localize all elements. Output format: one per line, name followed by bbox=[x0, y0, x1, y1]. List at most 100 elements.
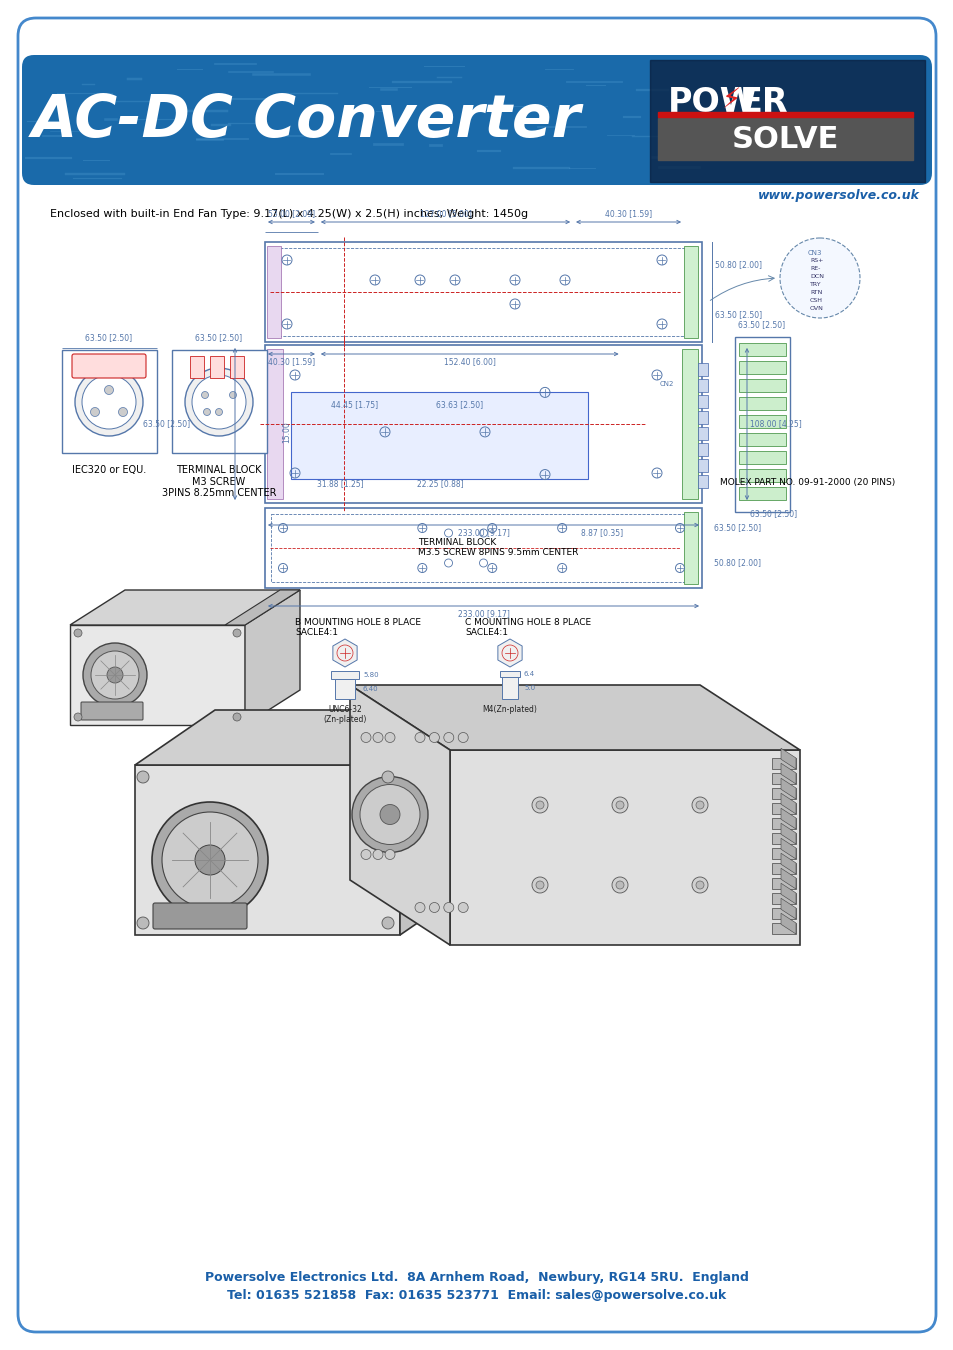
Bar bbox=[739, 360, 785, 374]
Bar bbox=[335, 679, 355, 699]
Circle shape bbox=[780, 238, 859, 319]
Text: 63.63 [2.50]: 63.63 [2.50] bbox=[436, 401, 483, 409]
Text: ⚡: ⚡ bbox=[721, 86, 740, 113]
Bar bbox=[230, 356, 244, 378]
Circle shape bbox=[215, 409, 222, 416]
Text: C MOUNTING HOLE 8 PLACE
SACLE4:1: C MOUNTING HOLE 8 PLACE SACLE4:1 bbox=[464, 618, 591, 637]
Text: 40.30 [1.59]: 40.30 [1.59] bbox=[604, 209, 652, 219]
Text: 63.50 [2.50]: 63.50 [2.50] bbox=[714, 310, 761, 320]
Polygon shape bbox=[781, 868, 795, 890]
Bar bbox=[739, 451, 785, 464]
Bar bbox=[265, 242, 701, 342]
Polygon shape bbox=[781, 748, 795, 770]
Circle shape bbox=[91, 651, 139, 699]
Circle shape bbox=[443, 733, 454, 743]
Polygon shape bbox=[497, 639, 521, 667]
Circle shape bbox=[381, 771, 394, 783]
Text: 53.00 [2.09]: 53.00 [2.09] bbox=[268, 209, 314, 219]
Circle shape bbox=[91, 408, 99, 417]
Bar bbox=[172, 350, 267, 454]
Polygon shape bbox=[781, 838, 795, 859]
Circle shape bbox=[536, 882, 543, 890]
Bar bbox=[267, 350, 283, 500]
Text: RTN: RTN bbox=[809, 289, 821, 294]
Bar bbox=[649, 59, 924, 182]
Bar bbox=[771, 923, 795, 934]
Text: 15.00: 15.00 bbox=[282, 421, 292, 443]
Bar bbox=[739, 414, 785, 428]
Circle shape bbox=[696, 801, 703, 809]
Bar bbox=[771, 818, 795, 829]
Polygon shape bbox=[333, 639, 356, 667]
Text: 6.40: 6.40 bbox=[363, 686, 378, 693]
Bar bbox=[683, 512, 698, 585]
Text: MOLEX PART NO. 09-91-2000 (20 PINS): MOLEX PART NO. 09-91-2000 (20 PINS) bbox=[720, 478, 894, 487]
Text: 6.4: 6.4 bbox=[523, 671, 535, 676]
Circle shape bbox=[532, 796, 547, 813]
Bar bbox=[698, 427, 707, 440]
Bar bbox=[683, 246, 698, 338]
Polygon shape bbox=[781, 809, 795, 829]
Text: 108.00 [4.25]: 108.00 [4.25] bbox=[749, 420, 801, 428]
Circle shape bbox=[83, 643, 147, 707]
Text: 63.50 [2.50]: 63.50 [2.50] bbox=[749, 509, 797, 518]
Bar bbox=[698, 459, 707, 472]
Text: Powersolve Electronics Ltd.  8A Arnhem Road,  Newbury, RG14 5RU.  England: Powersolve Electronics Ltd. 8A Arnhem Ro… bbox=[205, 1272, 748, 1284]
Circle shape bbox=[137, 917, 149, 929]
Bar bbox=[771, 848, 795, 859]
Text: 127.00 [5.00]: 127.00 [5.00] bbox=[419, 209, 471, 219]
Circle shape bbox=[137, 771, 149, 783]
Text: 8.87 [0.35]: 8.87 [0.35] bbox=[580, 528, 622, 537]
Bar bbox=[499, 671, 519, 676]
Polygon shape bbox=[781, 794, 795, 814]
Polygon shape bbox=[781, 913, 795, 934]
Text: DCN: DCN bbox=[809, 274, 823, 278]
Circle shape bbox=[82, 375, 136, 429]
Circle shape bbox=[118, 408, 128, 417]
Polygon shape bbox=[781, 853, 795, 873]
Polygon shape bbox=[70, 625, 245, 725]
Text: RE-: RE- bbox=[809, 266, 820, 270]
Circle shape bbox=[616, 801, 623, 809]
Circle shape bbox=[429, 903, 439, 913]
Circle shape bbox=[696, 882, 703, 890]
Polygon shape bbox=[781, 883, 795, 905]
Text: Tel: 01635 521858  Fax: 01635 523771  Email: sales@powersolve.co.uk: Tel: 01635 521858 Fax: 01635 523771 Emai… bbox=[227, 1288, 726, 1301]
Circle shape bbox=[201, 392, 209, 398]
Text: TRY: TRY bbox=[809, 282, 821, 286]
Text: CN2: CN2 bbox=[659, 382, 674, 387]
Bar bbox=[658, 117, 912, 161]
Text: 31.88 [1.25]: 31.88 [1.25] bbox=[316, 479, 363, 489]
Circle shape bbox=[373, 849, 382, 860]
Bar bbox=[771, 757, 795, 769]
Bar bbox=[698, 363, 707, 377]
Text: CSH: CSH bbox=[809, 297, 822, 302]
Circle shape bbox=[373, 733, 382, 743]
Text: www.powersolve.co.uk: www.powersolve.co.uk bbox=[758, 189, 919, 202]
Bar bbox=[190, 356, 204, 378]
Text: 233.00 [9.17]: 233.00 [9.17] bbox=[457, 528, 509, 537]
FancyBboxPatch shape bbox=[71, 354, 146, 378]
Text: TERMINAL BLOCK
M3.5 SCREW 8PINS 9.5mm CENTER: TERMINAL BLOCK M3.5 SCREW 8PINS 9.5mm CE… bbox=[417, 539, 578, 558]
Circle shape bbox=[385, 733, 395, 743]
FancyBboxPatch shape bbox=[22, 55, 931, 185]
Bar bbox=[771, 892, 795, 904]
Text: OVN: OVN bbox=[809, 305, 823, 310]
Text: 40.30 [1.59]: 40.30 [1.59] bbox=[268, 358, 314, 366]
Polygon shape bbox=[135, 765, 399, 936]
Bar bbox=[771, 863, 795, 873]
Circle shape bbox=[233, 629, 241, 637]
Text: 5.0: 5.0 bbox=[523, 684, 535, 691]
Bar bbox=[210, 356, 224, 378]
Bar bbox=[271, 514, 696, 582]
Bar bbox=[771, 878, 795, 890]
Bar bbox=[771, 909, 795, 919]
Bar bbox=[771, 803, 795, 814]
Text: UNC6-32
(Zn-plated): UNC6-32 (Zn-plated) bbox=[323, 705, 366, 725]
Text: 50.80 [2.00]: 50.80 [2.00] bbox=[714, 261, 761, 270]
Circle shape bbox=[536, 801, 543, 809]
Polygon shape bbox=[350, 684, 800, 751]
Bar bbox=[739, 468, 785, 482]
Text: ER: ER bbox=[740, 85, 788, 119]
Bar bbox=[698, 475, 707, 487]
